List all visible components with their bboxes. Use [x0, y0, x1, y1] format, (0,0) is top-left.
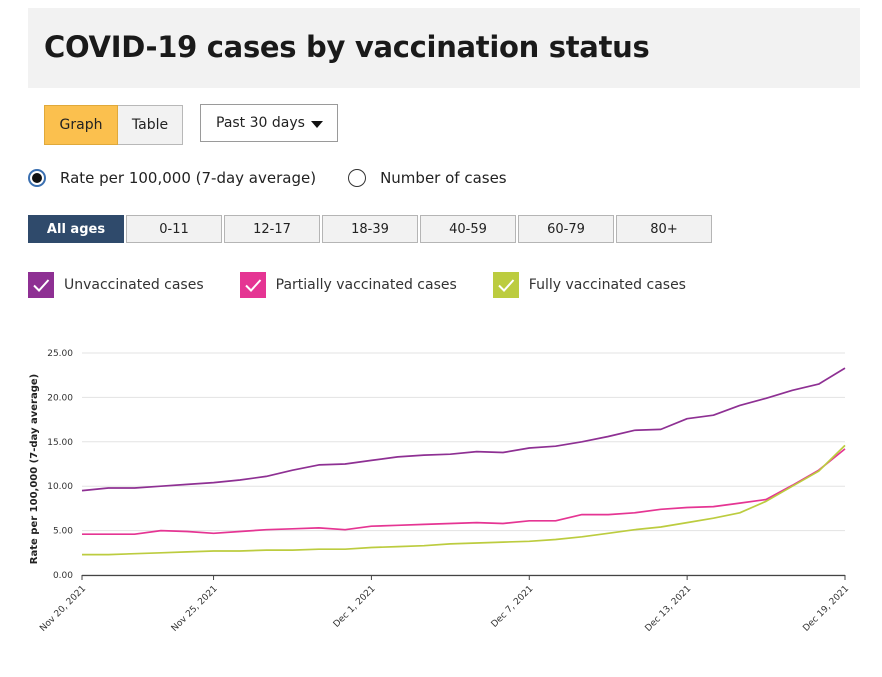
date-range-select[interactable]: Past 30 days: [200, 104, 338, 142]
y-axis-title: Rate per 100,000 (7-day average): [29, 374, 40, 564]
x-tick-label: Nov 20, 2021: [38, 584, 88, 634]
cases-line-chart: 0.00 5.00 10.00 15.00 20.00 25.00 Nov 20, 2021…: [29, 349, 851, 634]
x-tick-label: Dec 1, 2021: [332, 584, 378, 630]
age-tab-12-17[interactable]: 12-17: [224, 215, 320, 243]
y-tick-label: 10.00: [47, 482, 73, 492]
check-icon: [33, 279, 50, 292]
table-view-button[interactable]: Table: [118, 105, 183, 145]
age-group-tabs: All ages 0-11 12-17 18-39 40-59 60-79 80…: [28, 215, 714, 243]
rate-radio-label: Rate per 100,000 (7-day average): [60, 169, 317, 187]
y-tick-label: 0.00: [53, 571, 73, 581]
age-tab-60-79[interactable]: 60-79: [518, 215, 614, 243]
legend-checkbox-unvaccinated[interactable]: [28, 272, 54, 298]
legend-checkbox-fully-vaccinated[interactable]: [492, 272, 519, 298]
check-icon: [244, 279, 261, 292]
y-tick-label: 20.00: [47, 393, 73, 403]
age-tab-18-39[interactable]: 18-39: [322, 215, 418, 243]
count-radio[interactable]: Number of cases: [348, 169, 507, 187]
page-header: COVID-19 cases by vaccination status: [28, 8, 860, 88]
x-tick-label: Dec 7, 2021: [490, 584, 536, 630]
rate-radio[interactable]: Rate per 100,000 (7-day average): [28, 169, 316, 187]
age-tab-40-59[interactable]: 40-59: [420, 215, 516, 243]
chart-legend: Unvaccinated cases Partially vaccinated …: [28, 271, 722, 299]
legend-item-partially-vaccinated[interactable]: Partially vaccinated cases: [239, 272, 457, 298]
y-tick-label: 15.00: [47, 438, 73, 448]
legend-item-unvaccinated[interactable]: Unvaccinated cases: [28, 272, 204, 298]
x-tick-label: Dec 13, 2021: [644, 584, 694, 634]
legend-label-unvaccinated: Unvaccinated cases: [64, 277, 204, 293]
caret-down-icon: [311, 121, 323, 128]
y-tick-label: 25.00: [47, 349, 73, 359]
date-range-value: Past 30 days: [216, 115, 305, 131]
radio-selected-icon[interactable]: [28, 169, 46, 187]
x-tick-label: Nov 25, 2021: [170, 584, 220, 634]
age-tab-all[interactable]: All ages: [28, 215, 124, 243]
measure-radio-group: Rate per 100,000 (7-day average) Number …: [28, 166, 507, 190]
series-line-unvaccinated-cases: [81, 367, 846, 492]
series-line-partially-vaccinated-cases: [82, 448, 846, 536]
legend-label-partially-vaccinated: Partially vaccinated cases: [275, 277, 457, 293]
legend-item-fully-vaccinated[interactable]: Fully vaccinated cases: [492, 272, 686, 298]
y-tick-label: 5.00: [53, 527, 73, 537]
graph-view-button[interactable]: Graph: [44, 105, 118, 145]
radio-unselected-icon[interactable]: [348, 169, 367, 187]
check-icon: [498, 279, 515, 292]
age-tab-80-plus[interactable]: 80+: [616, 215, 712, 243]
legend-label-fully-vaccinated: Fully vaccinated cases: [528, 277, 686, 293]
page-title: COVID-19 cases by vaccination status: [44, 30, 650, 64]
age-tab-0-11[interactable]: 0-11: [126, 215, 222, 243]
x-tick-label: Dec 19, 2021: [801, 584, 851, 634]
series-line-fully-vaccinated-cases: [82, 444, 846, 556]
view-toggle: Graph Table: [44, 105, 183, 145]
legend-checkbox-partially-vaccinated[interactable]: [239, 272, 266, 298]
count-radio-label: Number of cases: [380, 169, 507, 187]
